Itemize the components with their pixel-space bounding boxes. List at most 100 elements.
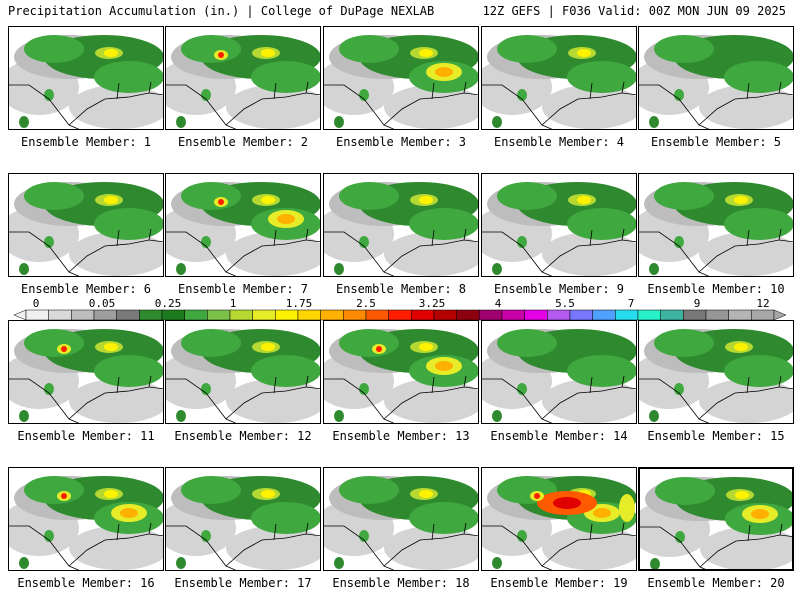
colorbar-segment: [207, 309, 231, 321]
state-boundaries: [324, 375, 478, 423]
precip-band-green: [94, 355, 163, 387]
precip-cell: [176, 557, 186, 569]
precip-band-green: [251, 355, 320, 387]
colorbar-segment: [184, 309, 208, 321]
precip-cell: [334, 263, 344, 275]
state-boundaries: [640, 523, 792, 569]
precip-cell: [201, 530, 211, 542]
light-precip-area: [69, 85, 163, 129]
colorbar-segment: [25, 309, 49, 321]
ensemble-map-panel: [165, 320, 321, 424]
precip-core: [534, 493, 540, 499]
ensemble-map-panel: [165, 173, 321, 277]
colorbar-segment: [569, 309, 593, 321]
ensemble-map-panel: [481, 26, 637, 130]
precip-cell: [44, 383, 54, 395]
precip-core: [61, 346, 67, 352]
precip-cell: [334, 557, 344, 569]
ensemble-member-label: Ensemble Member: 17: [174, 576, 312, 590]
precip-cell: [176, 410, 186, 422]
precip-map: [482, 476, 636, 570]
precip-core: [734, 196, 748, 204]
colorbar-right-tip: [773, 309, 786, 321]
ensemble-map-panel: [481, 467, 637, 571]
precip-map: [639, 35, 793, 129]
precip-cell: [649, 263, 659, 275]
precip-core: [419, 490, 433, 498]
precip-map: [639, 182, 793, 276]
ensemble-member-label: Ensemble Member: 14: [490, 429, 628, 443]
precip-core: [577, 49, 591, 57]
ensemble-map-panel: [323, 26, 479, 130]
precip-band-green: [94, 61, 163, 93]
precip-map: [640, 477, 792, 569]
precip-cell: [492, 410, 502, 422]
precip-band-green: [24, 35, 84, 63]
colorbar-segment: [705, 309, 729, 321]
precip-band-green: [724, 61, 793, 93]
precip-cell: [201, 236, 211, 248]
precip-cell: [44, 530, 54, 542]
precip-map: [324, 182, 478, 276]
ensemble-member-label: Ensemble Member: 3: [335, 135, 467, 149]
light-precip-area: [384, 85, 478, 129]
precip-cell: [19, 263, 29, 275]
ensemble-map-panel: [8, 173, 164, 277]
ensemble-map-panel: [638, 320, 794, 424]
state-boundaries: [166, 375, 320, 423]
ensemble-member-label: Ensemble Member: 16: [17, 576, 155, 590]
precip-band-green: [181, 35, 241, 63]
precip-band-green: [654, 329, 714, 357]
ensemble-member-label: Ensemble Member: 18: [332, 576, 470, 590]
ensemble-member-label: Ensemble Member: 2: [177, 135, 309, 149]
precip-band-green: [409, 208, 478, 240]
light-precip-area: [384, 379, 478, 423]
precip-band-green: [497, 329, 557, 357]
precip-cell: [334, 410, 344, 422]
colorbar-segment: [365, 309, 389, 321]
precip-band-green: [181, 476, 241, 504]
precip-core: [593, 508, 611, 518]
precip-band-green: [251, 502, 320, 534]
state-boundaries: [482, 228, 636, 276]
precip-core: [104, 343, 118, 351]
precip-core: [751, 509, 769, 519]
ensemble-map-panel: [323, 320, 479, 424]
light-precip-area: [699, 379, 793, 423]
colorbar-segment: [411, 309, 435, 321]
precip-map: [324, 476, 478, 570]
state-boundaries: [324, 522, 478, 570]
ensemble-member-label: Ensemble Member: 19: [490, 576, 628, 590]
precip-map: [166, 329, 320, 423]
precip-map: [9, 35, 163, 129]
colorbar-tick-label: 2.5: [356, 297, 376, 310]
precip-band-green: [567, 61, 636, 93]
precip-cell: [176, 116, 186, 128]
precip-map: [482, 329, 636, 423]
precip-band-green: [24, 476, 84, 504]
precip-core: [61, 493, 67, 499]
precip-cell: [492, 263, 502, 275]
precip-core: [218, 52, 224, 58]
colorbar-segment: [615, 309, 639, 321]
precip-core: [261, 196, 275, 204]
precip-cell: [201, 89, 211, 101]
ensemble-member-label: Ensemble Member: 9: [493, 282, 625, 296]
precip-map: [166, 182, 320, 276]
precip-cell: [176, 263, 186, 275]
precip-core: [120, 508, 138, 518]
light-precip-area: [542, 232, 636, 276]
ensemble-map-panel: [638, 173, 794, 277]
ensemble-member-label: Ensemble Member: 10: [647, 282, 785, 296]
colorbar-tick-label: 0.25: [154, 297, 182, 310]
precip-map: [9, 476, 163, 570]
precip-cell: [359, 383, 369, 395]
colorbar-tick-label: 7: [627, 297, 635, 310]
colorbar-segment: [479, 309, 503, 321]
colorbar-segment: [456, 309, 480, 321]
precip-cell: [492, 557, 502, 569]
precip-band-green: [339, 476, 399, 504]
ensemble-member-label: Ensemble Member: 11: [17, 429, 155, 443]
precip-map: [482, 182, 636, 276]
light-precip-area: [226, 232, 320, 276]
